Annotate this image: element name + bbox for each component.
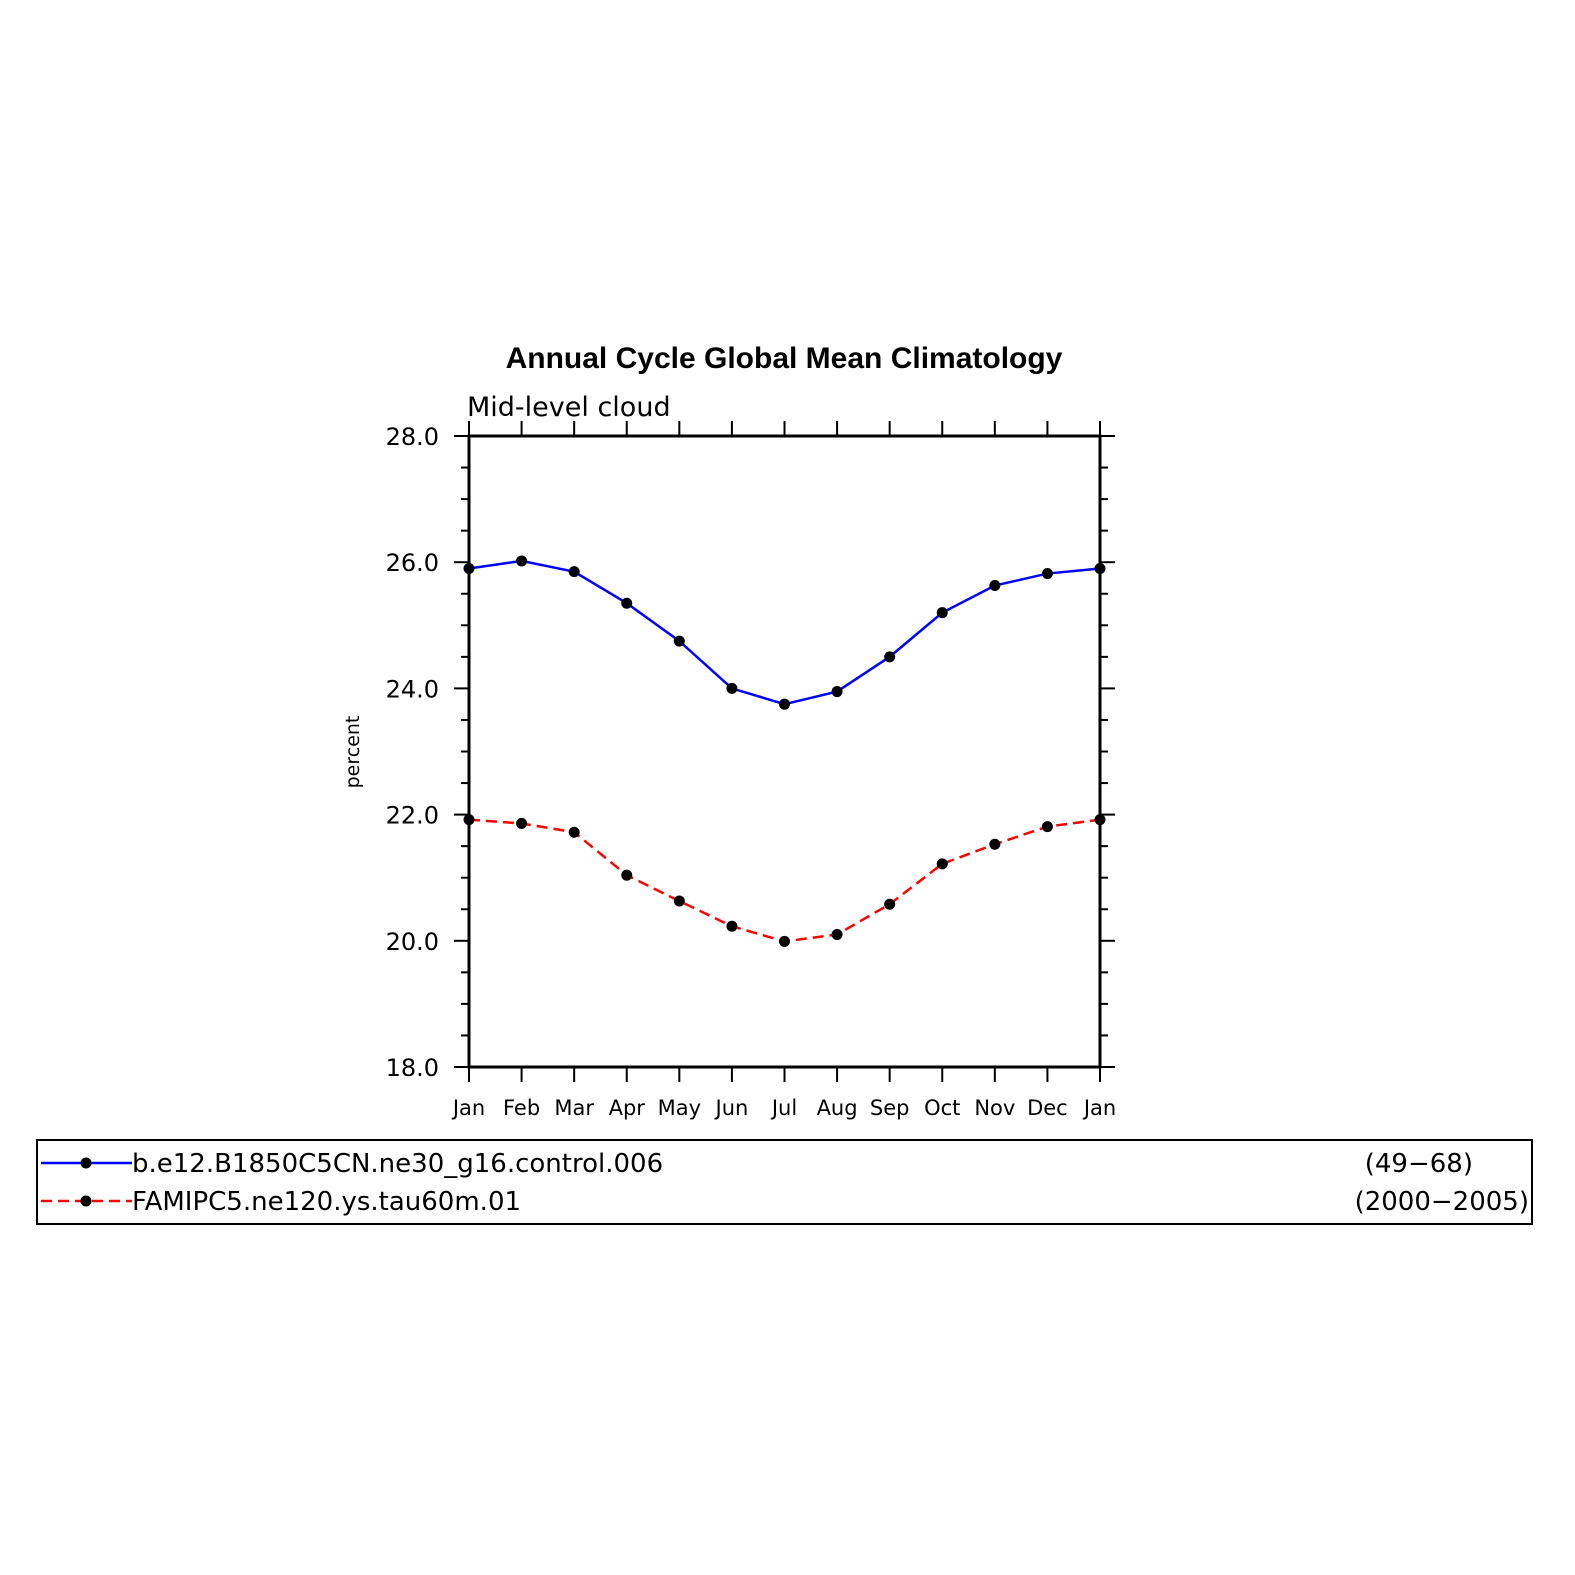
x-tick-label: Jul bbox=[770, 1096, 797, 1120]
x-tick-label: Jun bbox=[714, 1096, 749, 1120]
y-tick-label: 24.0 bbox=[386, 675, 439, 703]
y-tick-group: 18.0 20.0 22.0 24.0 26.0 28.0 bbox=[386, 423, 1115, 1082]
series-2-point bbox=[884, 898, 896, 910]
y-tick-label: 20.0 bbox=[386, 928, 439, 956]
chart-subtitle: Mid-level cloud bbox=[467, 392, 671, 423]
x-tick-label: Mar bbox=[554, 1096, 594, 1120]
series-1-point bbox=[1041, 568, 1053, 580]
y-axis-label: percent bbox=[342, 716, 364, 789]
series-1-point bbox=[884, 651, 896, 663]
x-tick-label: May bbox=[658, 1096, 701, 1120]
y-tick-label: 26.0 bbox=[386, 549, 439, 577]
series-line-2 bbox=[468, 818, 1101, 943]
x-tick-label: Jan bbox=[1082, 1096, 1116, 1120]
series-1-point bbox=[516, 555, 528, 567]
chart-title: Annual Cycle Global Mean Climatology bbox=[506, 342, 1063, 375]
y-tick-label: 22.0 bbox=[386, 802, 439, 830]
series-1-point bbox=[779, 698, 790, 710]
x-tick-label: Feb bbox=[503, 1096, 540, 1120]
series-2-point bbox=[1041, 821, 1053, 833]
series-2-point bbox=[621, 869, 633, 881]
x-tick-label: Dec bbox=[1027, 1096, 1068, 1120]
series-1-point bbox=[936, 607, 948, 619]
series-1-point bbox=[831, 686, 843, 698]
series-2-point bbox=[568, 826, 580, 838]
series-2-point bbox=[516, 817, 528, 829]
legend-years-2: (2000−2005) bbox=[1355, 1187, 1529, 1217]
series-2-point bbox=[989, 838, 1001, 850]
series-1-point bbox=[673, 635, 685, 647]
x-tick-label: Aug bbox=[817, 1096, 858, 1120]
series-1-point bbox=[989, 580, 1001, 592]
plot-frame bbox=[467, 434, 1102, 1069]
series-2-point bbox=[779, 935, 790, 947]
x-tick-label: Apr bbox=[609, 1096, 646, 1120]
series-1-point bbox=[726, 682, 738, 694]
series-line-1 bbox=[468, 559, 1101, 706]
x-tick-label: Oct bbox=[924, 1096, 960, 1120]
series-2-point bbox=[673, 895, 685, 907]
x-tick-label: Jan bbox=[451, 1096, 485, 1120]
series-2-point bbox=[831, 928, 843, 940]
y-tick-label: 28.0 bbox=[386, 423, 439, 451]
series-2-point bbox=[936, 858, 948, 870]
series-1-point bbox=[568, 566, 580, 578]
legend-box bbox=[36, 1139, 1533, 1225]
series-group bbox=[463, 555, 1106, 947]
legend-label-2: FAMIPC5.ne120.ys.tau60m.01 bbox=[132, 1187, 521, 1217]
legend-years-1: (49−68) bbox=[1365, 1149, 1473, 1179]
x-tick-label: Nov bbox=[974, 1096, 1015, 1120]
legend-label-1: b.e12.B1850C5CN.ne30_g16.control.006 bbox=[132, 1149, 663, 1179]
legend: b.e12.B1850C5CN.ne30_g16.control.006 (49−… bbox=[41, 1149, 1529, 1217]
series-1-point bbox=[621, 597, 633, 609]
y-tick-label: 18.0 bbox=[386, 1054, 439, 1082]
legend-marker-2 bbox=[80, 1195, 92, 1207]
series-2-point bbox=[726, 920, 738, 932]
x-tick-label: Sep bbox=[870, 1096, 910, 1120]
x-tick-group: Jan Feb Mar Apr May Jun Jul Aug Sep Oct Nov Dec Jan bbox=[451, 421, 1116, 1120]
legend-marker-1 bbox=[80, 1157, 92, 1169]
